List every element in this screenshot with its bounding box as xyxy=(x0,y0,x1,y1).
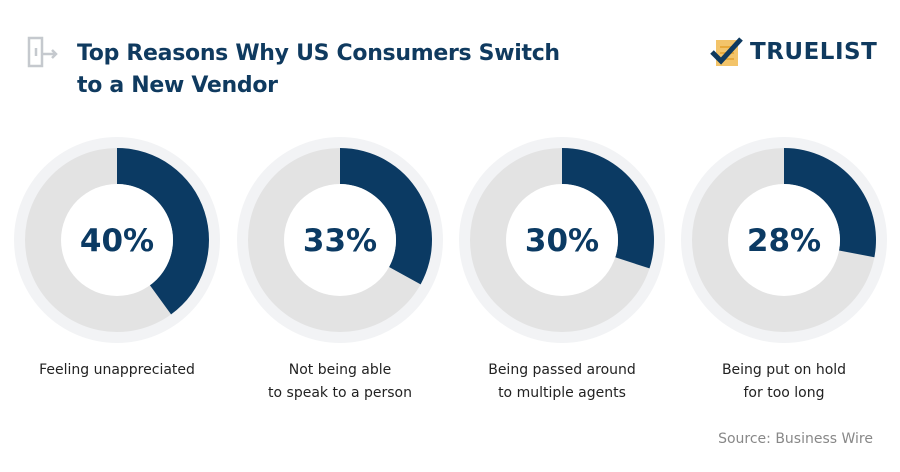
value-label: 30% xyxy=(525,223,599,259)
source-note: Source: Business Wire xyxy=(718,431,873,447)
donut-hole xyxy=(61,184,173,296)
donut-hole xyxy=(506,184,618,296)
checklist-icon xyxy=(710,37,743,66)
category-label-line: for too long xyxy=(743,385,825,401)
truelist-logo: TRUELIST xyxy=(710,36,877,68)
donut-hole xyxy=(728,184,840,296)
donut-slice xyxy=(340,148,433,285)
door-exit-icon xyxy=(27,36,58,68)
donut-slice xyxy=(562,148,654,269)
page-title: Top Reasons Why US Consumers Switch to a… xyxy=(77,38,560,102)
category-label-line: Being passed around xyxy=(488,362,636,378)
category-label: Being passed around to multiple agents xyxy=(452,359,672,405)
category-label-line: to speak to a person xyxy=(268,385,412,401)
title-line-2: to a New Vendor xyxy=(77,73,278,98)
title-line-1: Top Reasons Why US Consumers Switch xyxy=(77,41,560,66)
category-label-line: Feeling unappreciated xyxy=(39,362,195,378)
category-label: Feeling unappreciated xyxy=(7,359,227,382)
value-label: 33% xyxy=(303,223,377,259)
donut-hole xyxy=(284,184,396,296)
category-label-line: Not being able xyxy=(288,362,392,378)
category-label: Not being able to speak to a person xyxy=(230,359,450,405)
category-label-line: to multiple agents xyxy=(498,385,626,401)
category-label-line: Being put on hold xyxy=(721,362,847,378)
category-label: Being put on hold for too long xyxy=(674,359,894,405)
value-label: 28% xyxy=(747,223,821,259)
donut-slice xyxy=(784,148,876,258)
logo-text: TRUELIST xyxy=(750,39,878,65)
value-label: 40% xyxy=(80,223,154,259)
donut-slice xyxy=(117,148,210,315)
